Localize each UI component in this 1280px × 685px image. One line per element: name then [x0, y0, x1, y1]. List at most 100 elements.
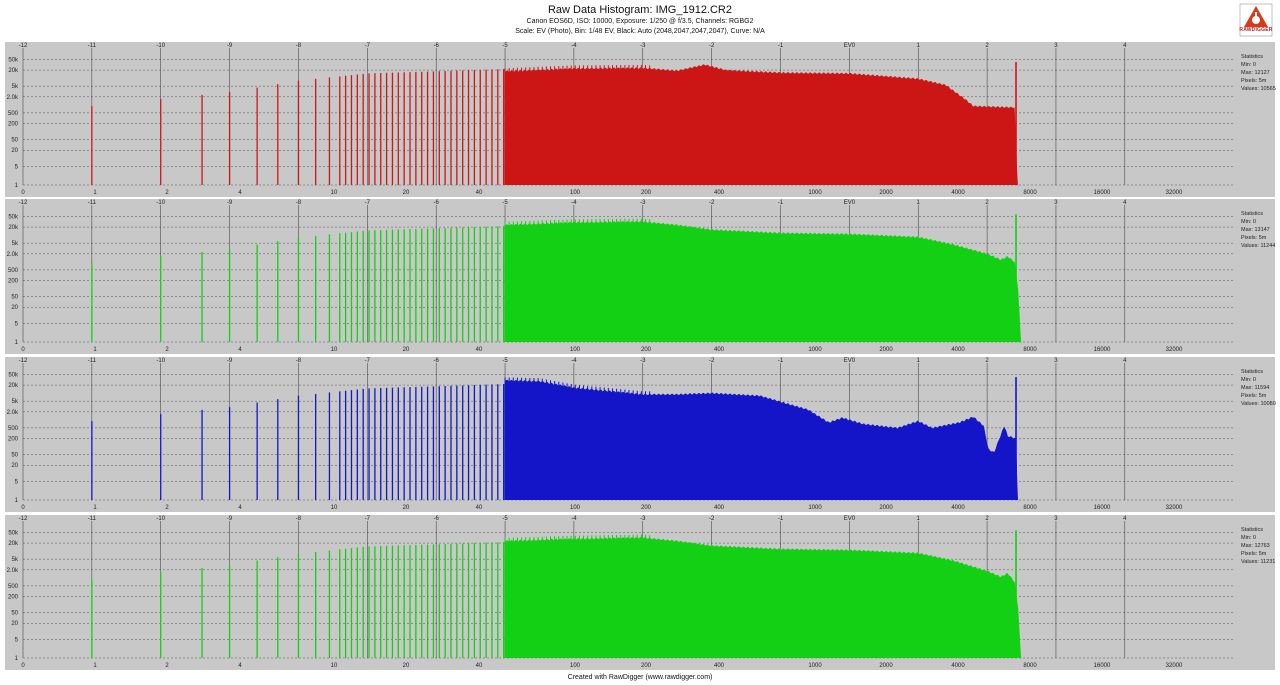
- stats-line: Statistics: [1241, 211, 1263, 217]
- y-tick-label: 50: [11, 611, 18, 617]
- ev-tick-label: 1: [917, 43, 921, 49]
- raw-tick-label: 4: [238, 663, 242, 669]
- y-tick-label: 20k: [8, 225, 19, 231]
- ev-tick-label: -8: [296, 516, 302, 522]
- y-tick-label: 50: [11, 138, 18, 144]
- y-tick-label: 500: [8, 584, 19, 590]
- y-tick-label: 20k: [8, 68, 19, 74]
- raw-tick-label: 0: [21, 663, 25, 669]
- raw-tick-label: 4: [238, 347, 242, 353]
- ev-tick-label: -1: [778, 358, 784, 364]
- ev-tick-label: -8: [296, 43, 302, 49]
- raw-tick-label: 40: [476, 505, 483, 511]
- raw-tick-label: 100: [570, 663, 581, 669]
- y-tick-label: 200: [8, 122, 19, 128]
- raw-tick-label: 4000: [951, 347, 965, 353]
- y-tick-label: 20: [11, 305, 18, 311]
- raw-tick-label: 20: [403, 347, 410, 353]
- ev-tick-label: -11: [88, 43, 97, 49]
- ev-tick-label: -10: [156, 200, 165, 206]
- raw-tick-label: 2: [165, 190, 169, 196]
- raw-tick-label: 32000: [1166, 663, 1183, 669]
- raw-tick-label: 4000: [951, 505, 965, 511]
- y-tick-label: 1: [15, 498, 19, 504]
- stats-line: Statistics: [1241, 54, 1263, 60]
- scale-info: Scale: EV (Photo), Bin: 1/48 EV, Black: …: [515, 28, 765, 35]
- stats-line: Min: 0: [1241, 535, 1256, 541]
- raw-tick-label: 0: [21, 347, 25, 353]
- y-tick-label: 20k: [8, 541, 19, 547]
- y-tick-label: 50: [11, 295, 18, 301]
- raw-tick-label: 200: [641, 347, 652, 353]
- y-tick-label: 20: [11, 621, 18, 627]
- raw-tick-label: 2: [165, 505, 169, 511]
- raw-tick-label: 2000: [879, 190, 893, 196]
- ev-tick-label: -9: [227, 516, 233, 522]
- ev-tick-label: -2: [709, 43, 715, 49]
- raw-tick-label: 400: [714, 505, 725, 511]
- raw-tick-label: 16000: [1094, 347, 1111, 353]
- ev-tick-label: -12: [19, 358, 28, 364]
- ev-tick-label: -5: [502, 358, 508, 364]
- raw-tick-label: 40: [476, 663, 483, 669]
- stats-line: Max: 12127: [1241, 70, 1270, 76]
- stats-line: Min: 0: [1241, 219, 1256, 225]
- raw-tick-label: 8000: [1023, 190, 1037, 196]
- y-tick-label: 20: [11, 148, 18, 154]
- stats-line: Statistics: [1241, 527, 1263, 533]
- y-tick-label: 5k: [12, 84, 19, 90]
- raw-tick-label: 20: [403, 505, 410, 511]
- ev-tick-label: -5: [502, 516, 508, 522]
- raw-tick-label: 1000: [808, 663, 822, 669]
- stats-line: Values: 11231: [1241, 559, 1275, 565]
- raw-tick-label: 4: [238, 505, 242, 511]
- ev-tick-label: 1: [917, 200, 921, 206]
- stats-line: Values: 11244: [1241, 243, 1275, 249]
- ev-tick-label: 4: [1123, 43, 1127, 49]
- stats-line: Values: 10080: [1241, 401, 1276, 407]
- ev-tick-label: -10: [156, 516, 165, 522]
- raw-tick-label: 16000: [1094, 190, 1111, 196]
- ev-tick-label: -11: [88, 358, 97, 364]
- raw-tick-label: 8000: [1023, 505, 1037, 511]
- raw-tick-label: 4: [238, 190, 242, 196]
- y-tick-label: 20k: [8, 383, 19, 389]
- ev-tick-label: -3: [640, 200, 646, 206]
- raw-tick-label: 2: [165, 347, 169, 353]
- ev-tick-label: -6: [434, 200, 440, 206]
- raw-tick-label: 40: [476, 190, 483, 196]
- raw-tick-label: 200: [641, 663, 652, 669]
- raw-tick-label: 10: [331, 347, 338, 353]
- raw-tick-label: 2000: [879, 663, 893, 669]
- chart-title: Raw Data Histogram: IMG_1912.CR2: [547, 4, 732, 16]
- histogram-area: [505, 537, 1022, 661]
- y-tick-label: 2.0k: [7, 95, 19, 101]
- y-tick-label: 5: [15, 164, 19, 170]
- y-tick-label: 5k: [12, 557, 19, 563]
- ev-tick-label: -6: [434, 358, 440, 364]
- ev-tick-label: -1: [778, 200, 784, 206]
- ev-tick-label: EV0: [844, 358, 856, 364]
- ev-tick-label: -2: [709, 358, 715, 364]
- raw-tick-label: 400: [714, 347, 725, 353]
- stats-line: Pixels: 5m: [1241, 235, 1267, 241]
- histogram-area: [505, 221, 1022, 345]
- ev-tick-label: 2: [985, 516, 989, 522]
- y-tick-label: 50k: [8, 57, 19, 63]
- raw-tick-label: 16000: [1094, 505, 1111, 511]
- raw-tick-label: 8000: [1023, 663, 1037, 669]
- raw-tick-label: 2000: [879, 347, 893, 353]
- y-tick-label: 2.0k: [7, 252, 19, 258]
- ev-tick-label: -7: [365, 200, 371, 206]
- logo-text: RAWDIGGER: [1239, 27, 1273, 33]
- ev-tick-label: 2: [985, 358, 989, 364]
- y-tick-label: 1: [15, 656, 19, 662]
- raw-tick-label: 20: [403, 663, 410, 669]
- y-tick-label: 1: [15, 183, 19, 189]
- ev-tick-label: EV0: [844, 516, 856, 522]
- stats-line: Values: 10565: [1241, 86, 1276, 92]
